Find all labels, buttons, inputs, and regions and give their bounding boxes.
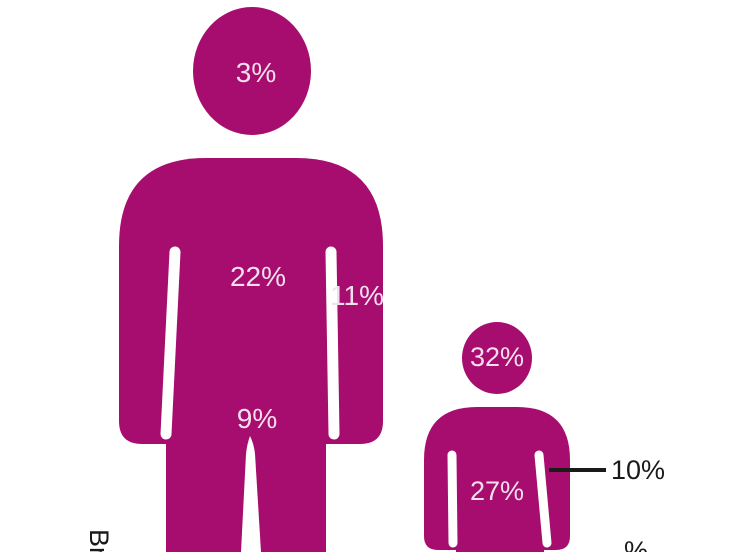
adult-head-percent-label: 3%: [236, 57, 276, 88]
child-head-shape: [462, 322, 532, 394]
child-left-arm-gap: [447, 450, 458, 548]
adult-arm-percent-label: 11%: [330, 280, 384, 311]
adult-person-icon: 3% 22% 11% 9%: [119, 7, 384, 552]
child-arm-percent-label: 10%: [611, 455, 665, 485]
adult-leg-gap: [241, 436, 261, 552]
adult-torso-percent-label: 22%: [230, 261, 286, 292]
adult-lower-percent-label: 9%: [237, 403, 277, 434]
child-head-percent-label: 32%: [470, 342, 524, 372]
adult-right-arm-gap: [325, 246, 340, 440]
child-torso-shape: [456, 450, 544, 552]
adult-left-arm-gap: [160, 246, 181, 440]
child-torso-percent-label: 27%: [470, 476, 524, 506]
child-bottom-percent-label-partial: %: [624, 536, 648, 552]
vertical-caption-partial: Br: [84, 529, 114, 552]
child-right-arm-gap: [534, 450, 552, 548]
adult-head-shape: [193, 7, 311, 135]
child-person-icon: 32% 27% 10% %: [424, 322, 665, 552]
